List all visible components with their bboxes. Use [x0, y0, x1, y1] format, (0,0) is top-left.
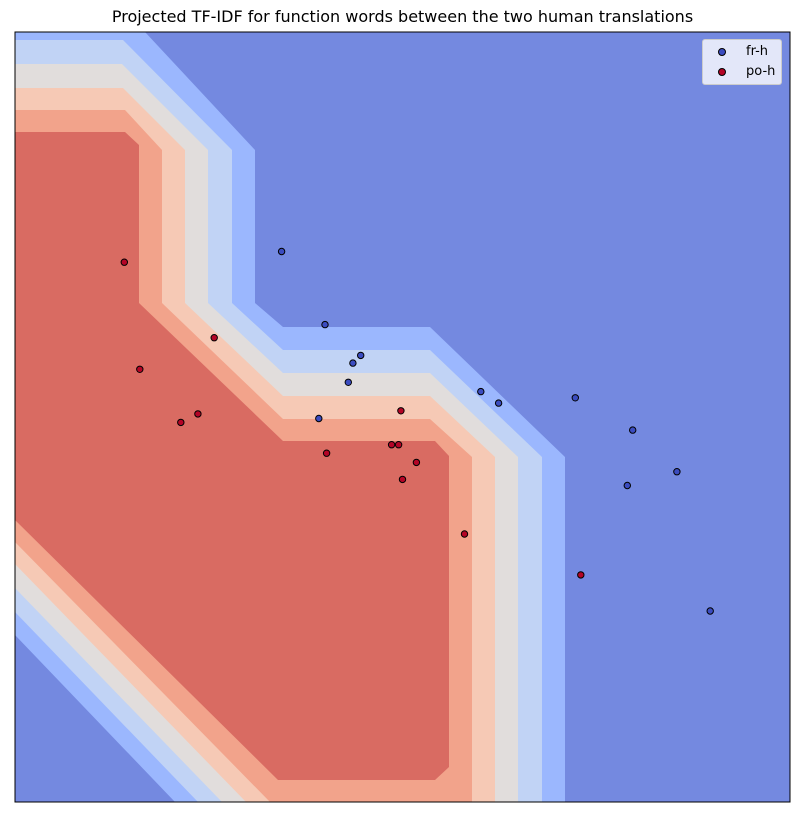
point-po-h-4 [177, 418, 185, 427]
chart-title: Projected TF-IDF for function words betw… [111, 7, 694, 26]
point-fr-h-6 [477, 387, 485, 396]
point-po-h-11 [460, 530, 469, 538]
point-fr-h-5 [315, 414, 323, 423]
point-po-h-3 [194, 410, 202, 418]
legend-item-fr-h: fr-h [703, 43, 781, 61]
point-po-h-8 [322, 449, 331, 457]
legend-marker-fr-h [718, 48, 726, 56]
contour-level-6 [15, 132, 449, 780]
point-po-h-12 [577, 571, 585, 579]
point-po-h-9 [412, 458, 421, 467]
point-fr-h-2 [357, 351, 365, 360]
point-fr-h-4 [349, 359, 357, 367]
point-fr-h-11 [623, 481, 631, 490]
point-fr-h-1 [321, 320, 329, 329]
axes-frame [14, 31, 791, 803]
point-po-h-6 [387, 441, 396, 449]
point-po-h-0 [120, 258, 129, 266]
legend-item-po-h: po-h [703, 63, 781, 81]
point-fr-h-7 [494, 399, 503, 407]
legend-label-po-h: po-h [746, 64, 776, 79]
point-po-h-10 [398, 475, 407, 484]
point-po-h-7 [394, 441, 403, 449]
point-fr-h-9 [629, 426, 637, 434]
decision-contours [15, 32, 790, 802]
legend: fr-h po-h [702, 39, 782, 85]
point-fr-h-3 [344, 378, 352, 386]
point-fr-h-8 [571, 394, 579, 402]
legend-label-fr-h: fr-h [746, 44, 769, 59]
point-po-h-5 [397, 407, 405, 415]
legend-marker-po-h [718, 68, 726, 76]
point-po-h-2 [136, 365, 144, 373]
point-fr-h-12 [706, 607, 714, 615]
point-po-h-1 [210, 334, 218, 342]
data-points [120, 247, 714, 615]
point-fr-h-0 [277, 247, 286, 256]
point-fr-h-10 [673, 468, 681, 476]
